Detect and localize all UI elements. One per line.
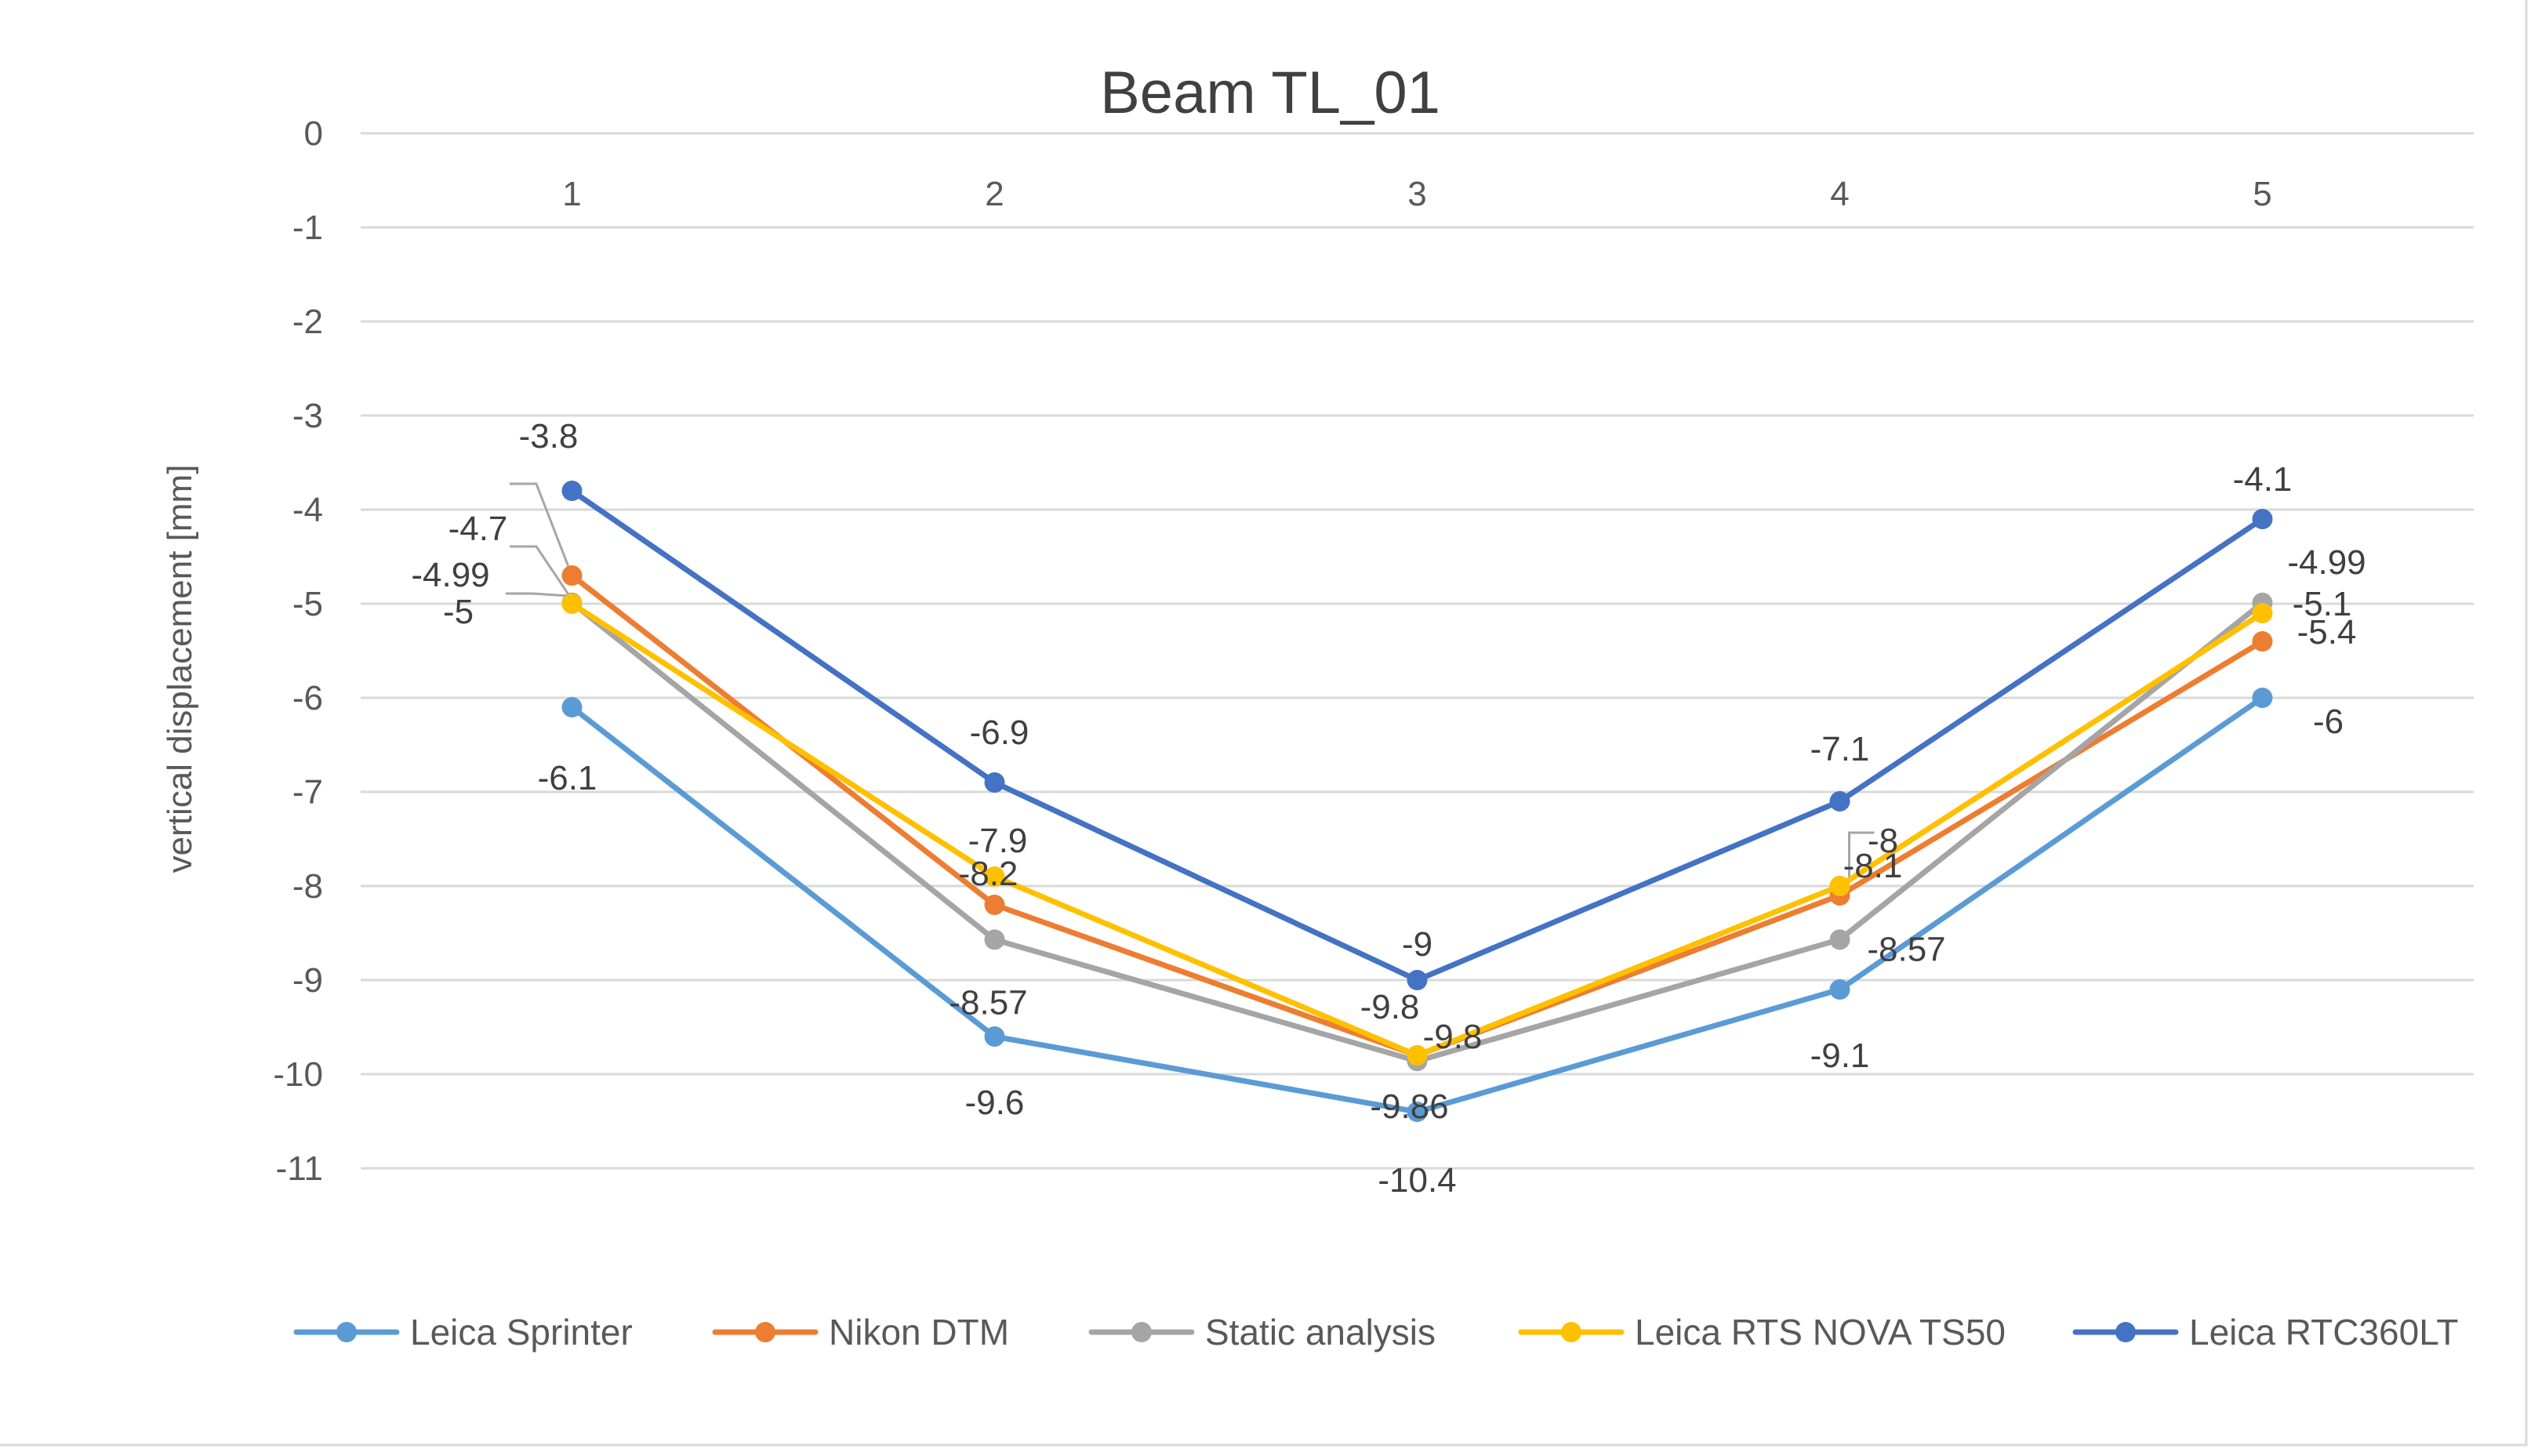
chart-title: Beam TL_01	[1100, 60, 1440, 126]
data-point	[1829, 876, 1850, 896]
data-label: -9.1	[1810, 1037, 1870, 1075]
data-label: -8.1	[1843, 847, 1903, 885]
legend-swatch-marker	[2115, 1322, 2136, 1342]
y-tick-labels: 0 -1 -2 -3 -4 -5 -6 -7 -8 -9 -10 -11	[273, 114, 323, 1188]
data-labels: -6.1-9.6-10.4-9.1-6-4.7-8.2-9.8-8.1-5.4-…	[411, 417, 2366, 1200]
data-label: -9.8	[1360, 988, 1420, 1026]
y-tick-label: -7	[292, 773, 323, 812]
data-label: -9.6	[965, 1084, 1025, 1122]
legend-swatch-marker	[336, 1322, 357, 1342]
leader-line	[1848, 831, 1875, 880]
data-label: -4.1	[2233, 460, 2293, 499]
data-point	[561, 697, 583, 717]
data-label: -6.1	[538, 759, 597, 797]
data-point	[1829, 979, 1850, 1000]
data-point	[984, 772, 1005, 793]
data-point	[1407, 1102, 1428, 1122]
y-tick-label: -6	[292, 679, 323, 717]
gridlines	[361, 132, 2474, 1170]
data-point	[2252, 603, 2273, 623]
data-label: -7.9	[968, 822, 1028, 860]
x-tick-labels: 1 2 3 4 5	[562, 175, 2271, 213]
y-tick-label: -8	[292, 867, 323, 906]
y-tick-label: -1	[292, 209, 323, 247]
x-tick-label: 5	[2253, 175, 2271, 213]
data-label: -5.4	[2297, 613, 2357, 652]
y-tick-label: -4	[292, 491, 323, 529]
y-tick-label: -3	[292, 397, 323, 435]
data-label: -4.7	[448, 510, 508, 548]
leader-line	[510, 482, 570, 568]
data-point	[1407, 970, 1428, 990]
data-point	[2252, 509, 2273, 529]
data-point	[1407, 1045, 1428, 1066]
x-tick-label: 4	[1830, 175, 1849, 213]
legend-label: Leica RTS NOVA TS50	[1635, 1312, 2006, 1353]
legend-swatch-marker	[1131, 1322, 1152, 1342]
legend-label: Nikon DTM	[829, 1312, 1009, 1353]
data-label: -4.99	[2287, 543, 2366, 582]
x-tick-label: 2	[985, 175, 1004, 213]
legend: Leica Sprinter Nikon DTM Static analysis Le…	[293, 1312, 2458, 1353]
data-point	[561, 594, 583, 614]
leader-line	[506, 592, 569, 597]
data-label: -5	[443, 593, 474, 631]
y-tick-label: -11	[276, 1149, 323, 1188]
data-point	[984, 866, 1005, 887]
y-tick-label: -10	[273, 1055, 323, 1094]
data-label: -8.2	[959, 855, 1018, 893]
data-label: -8	[1868, 822, 1898, 860]
data-label: -9.86	[1370, 1087, 1448, 1126]
y-tick-label: 0	[304, 114, 323, 153]
series-lines	[561, 481, 2273, 1122]
y-axis-label: vertical displacement [mm]	[161, 465, 199, 873]
data-point	[2252, 631, 2273, 652]
data-point	[561, 565, 583, 586]
y-tick-label: -9	[292, 961, 323, 1000]
data-label: -8.57	[1867, 930, 1945, 968]
data-label: -9.8	[1423, 1018, 1483, 1056]
legend-label: Static analysis	[1205, 1312, 1436, 1353]
data-label: -8.57	[949, 983, 1027, 1022]
data-label: -6	[2313, 703, 2344, 741]
legend-swatch-marker	[755, 1322, 775, 1342]
data-label: -7.1	[1810, 730, 1870, 768]
data-point	[984, 895, 1005, 915]
data-point	[984, 929, 1005, 950]
legend-label: Leica Sprinter	[410, 1312, 633, 1353]
data-point	[2252, 688, 2273, 708]
data-label: -3.8	[519, 417, 579, 456]
legend-label: Leica RTC360LT	[2189, 1312, 2458, 1353]
x-tick-label: 1	[562, 175, 581, 213]
leader-line	[510, 545, 570, 596]
data-label: -9	[1402, 925, 1432, 964]
label-leader-lines	[506, 482, 1875, 880]
data-point	[1829, 791, 1850, 812]
data-label: -6.9	[970, 713, 1029, 752]
x-tick-label: 3	[1407, 175, 1426, 213]
legend-swatch-marker	[1561, 1322, 1581, 1342]
y-tick-label: -5	[292, 585, 323, 623]
data-point	[984, 1026, 1005, 1047]
data-point	[1829, 929, 1850, 950]
data-point	[561, 481, 583, 501]
data-label: -10.4	[1378, 1161, 1456, 1200]
data-label: -4.99	[411, 556, 489, 594]
data-label: -5.1	[2293, 585, 2352, 623]
y-tick-label: -2	[292, 303, 323, 341]
